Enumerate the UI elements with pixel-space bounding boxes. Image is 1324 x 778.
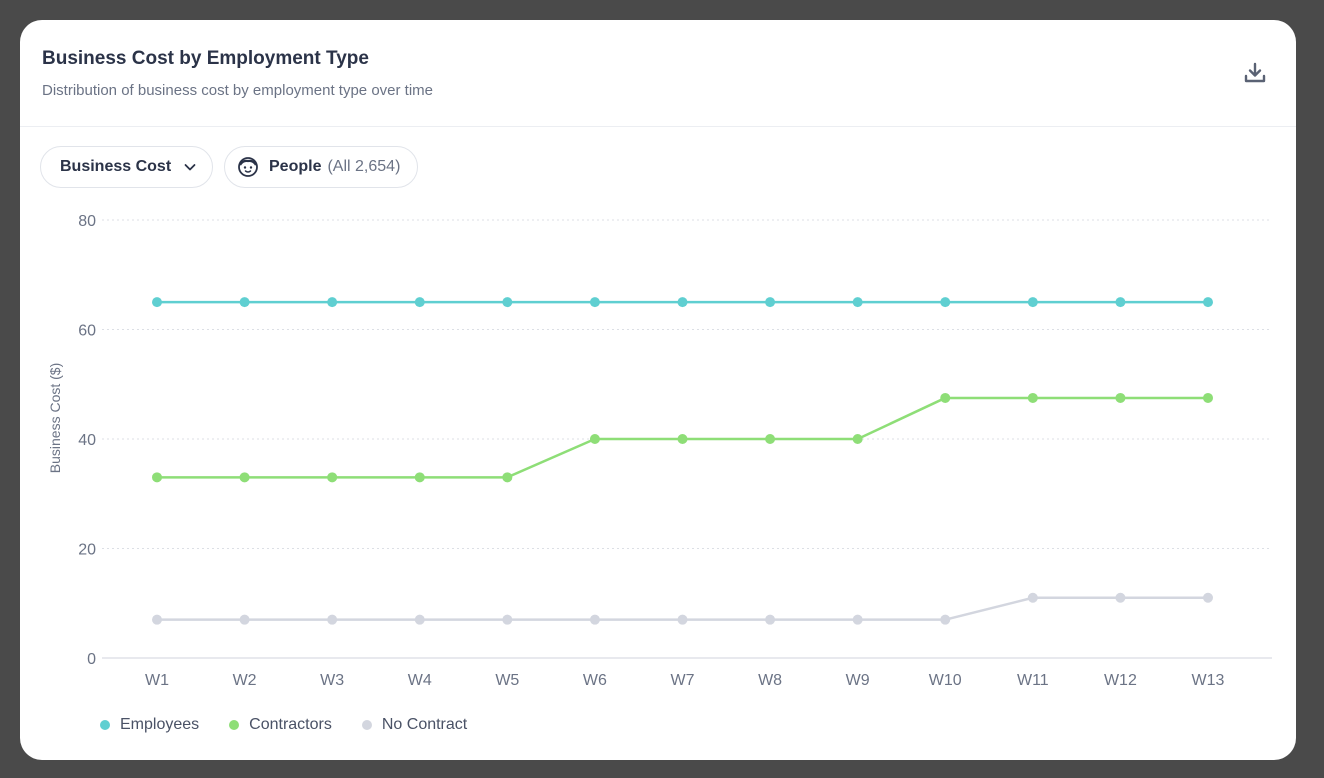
legend-dot (361, 720, 372, 730)
metric-dropdown-label: Business Cost (60, 158, 172, 175)
legend-dot (100, 720, 110, 730)
data-point[interactable] (327, 614, 338, 625)
data-point[interactable] (852, 297, 863, 308)
people-filter-button[interactable]: People (All 2,654) (224, 146, 418, 188)
y-tick-label: 80 (78, 213, 96, 230)
x-tick-label: W8 (758, 672, 782, 689)
data-point[interactable] (327, 297, 338, 308)
y-tick-label: 0 (87, 651, 96, 668)
y-tick-label: 60 (78, 323, 96, 340)
data-point[interactable] (239, 614, 250, 625)
person-face-icon (238, 157, 258, 177)
data-point[interactable] (502, 472, 513, 483)
legend-item[interactable]: No Contract (361, 716, 468, 734)
data-point[interactable] (677, 297, 688, 308)
data-point[interactable] (327, 472, 338, 483)
data-point[interactable] (239, 297, 250, 308)
data-point[interactable] (1115, 297, 1126, 308)
data-point[interactable] (414, 614, 425, 625)
x-tick-label: W3 (320, 672, 344, 689)
data-point[interactable] (677, 434, 688, 444)
legend-label: No Contract (381, 716, 468, 733)
data-point[interactable] (502, 614, 513, 625)
x-tick-label: W12 (1104, 672, 1137, 689)
data-point[interactable] (414, 472, 425, 483)
data-point[interactable] (765, 297, 776, 308)
metric-dropdown[interactable]: Business Cost (40, 146, 213, 188)
chart-legend: Employees Contractors No Contract (100, 716, 467, 734)
data-point[interactable] (239, 472, 250, 483)
x-tick-label: W7 (671, 672, 695, 689)
data-point[interactable] (940, 392, 951, 403)
data-point[interactable] (1027, 297, 1038, 308)
data-point[interactable] (152, 297, 162, 308)
data-point[interactable] (765, 434, 776, 444)
legend-dot (229, 720, 240, 730)
x-tick-label: W10 (929, 672, 962, 689)
data-point[interactable] (940, 614, 951, 625)
x-tick-label: W4 (408, 672, 432, 689)
data-point[interactable] (589, 614, 600, 625)
x-tick-label: W11 (1017, 672, 1049, 689)
data-point[interactable] (852, 614, 863, 625)
legend-label: Employees (120, 716, 200, 733)
data-point[interactable] (1203, 392, 1213, 403)
data-point[interactable] (1203, 592, 1213, 603)
people-filter-count: (All 2,654) (327, 158, 401, 175)
data-point[interactable] (852, 434, 863, 444)
x-tick-label: W13 (1192, 672, 1225, 689)
chart-title: Business Cost by Employment Type (42, 48, 369, 69)
data-point[interactable] (677, 614, 688, 625)
data-point[interactable] (1115, 592, 1126, 603)
x-tick-label: W2 (233, 672, 257, 689)
x-tick-label: W6 (583, 672, 607, 689)
data-point[interactable] (589, 434, 600, 444)
card-header: Business Cost by Employment Type Distrib… (20, 20, 1296, 127)
legend-item[interactable]: Employees (100, 716, 199, 734)
data-point[interactable] (1027, 592, 1038, 603)
data-point[interactable] (152, 614, 162, 625)
data-point[interactable] (765, 614, 776, 625)
chart-subtitle: Distribution of business cost by employm… (42, 82, 434, 99)
x-tick-label: W9 (846, 672, 870, 689)
people-filter-label: People (269, 158, 322, 175)
data-point[interactable] (414, 297, 425, 308)
download-icon (1244, 62, 1266, 83)
legend-label: Contractors (249, 716, 332, 733)
data-point[interactable] (502, 297, 513, 308)
x-tick-label: W5 (495, 672, 519, 689)
chart-card: Business Cost by Employment Type Distrib… (20, 20, 1296, 760)
y-tick-label: 20 (78, 542, 96, 559)
data-point[interactable] (940, 297, 951, 308)
download-button[interactable] (1242, 60, 1268, 86)
x-tick-label: W1 (145, 672, 169, 689)
data-point[interactable] (1203, 297, 1213, 308)
data-point[interactable] (152, 472, 162, 483)
line-chart: 0 20 40 60 80 W1 W2 W3 W4 W5 W6 W7 W8 W9 W10 W11 W12 W13… (47, 213, 1272, 689)
y-tick-label: 40 (78, 432, 96, 449)
data-point[interactable] (1115, 392, 1126, 403)
data-point[interactable] (1027, 392, 1038, 403)
chevron-down-icon (184, 164, 196, 171)
legend-item[interactable]: Contractors (229, 716, 332, 734)
y-axis-label: Business Cost ($) (47, 363, 63, 473)
data-point[interactable] (589, 297, 600, 308)
